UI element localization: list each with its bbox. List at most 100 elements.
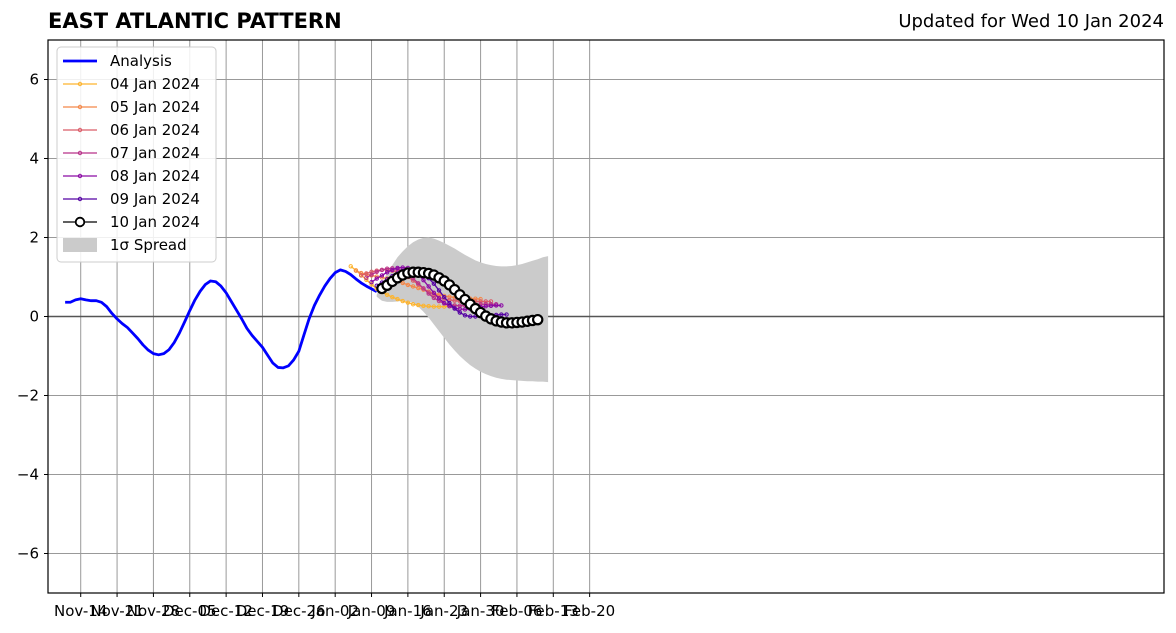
forecast-point bbox=[395, 265, 400, 271]
forecast-point bbox=[421, 286, 426, 291]
forecast-point bbox=[400, 280, 405, 286]
x-tick-label: Nov-14 bbox=[54, 602, 107, 620]
forecast-point bbox=[369, 269, 374, 275]
legend-label: 08 Jan 2024 bbox=[110, 167, 200, 185]
forecast-point bbox=[410, 284, 416, 289]
updated-date-label: Updated for Wed 10 Jan 2024 bbox=[898, 11, 1164, 32]
legend-label: 10 Jan 2024 bbox=[110, 213, 200, 231]
forecast-point bbox=[410, 302, 416, 307]
legend-item[interactable]: Analysis bbox=[63, 52, 172, 70]
forecast-point bbox=[400, 298, 405, 304]
legend-label: 07 Jan 2024 bbox=[110, 144, 200, 162]
forecast-point bbox=[416, 302, 421, 308]
x-tick-label: Dec-26 bbox=[272, 602, 326, 620]
forecast-point bbox=[369, 272, 374, 277]
legend-item[interactable]: 09 Jan 2024 bbox=[63, 190, 200, 208]
x-tick-label: Jan-09 bbox=[347, 602, 396, 620]
y-tick-label: 6 bbox=[29, 71, 39, 89]
forecast-point bbox=[395, 296, 400, 302]
forecast-point bbox=[483, 299, 488, 304]
forecast-point bbox=[468, 314, 473, 319]
forecast-point bbox=[374, 276, 379, 281]
forecast-point bbox=[478, 296, 483, 302]
plot-frame bbox=[47, 39, 1165, 594]
forecast-point bbox=[390, 294, 395, 300]
forecast-point bbox=[436, 296, 442, 301]
legend-item[interactable]: 07 Jan 2024 bbox=[63, 144, 200, 162]
x-tick-label: Jan-23 bbox=[419, 602, 468, 620]
forecast-point bbox=[447, 300, 452, 306]
forecast-point bbox=[462, 313, 468, 318]
forecast-point bbox=[358, 273, 364, 278]
y-tick-label: −2 bbox=[17, 387, 39, 405]
legend-item[interactable]: 08 Jan 2024 bbox=[63, 167, 200, 185]
forecast-point bbox=[488, 303, 494, 309]
forecast-point bbox=[431, 295, 437, 301]
legend-label: 06 Jan 2024 bbox=[110, 121, 200, 139]
forecast-point bbox=[436, 298, 442, 304]
legend-label: 04 Jan 2024 bbox=[110, 75, 200, 93]
legend-marker bbox=[77, 173, 83, 179]
forecast-point bbox=[348, 264, 353, 269]
forecast-point bbox=[364, 277, 369, 282]
forecast-point bbox=[353, 268, 359, 273]
forecast-point bbox=[532, 313, 544, 326]
chart-title: EAST ATLANTIC PATTERN bbox=[48, 9, 342, 33]
forecast-point bbox=[442, 300, 447, 306]
legend[interactable]: Analysis 04 Jan 2024 05 Jan 2024 06 Jan 202… bbox=[56, 46, 217, 263]
tick-labels: Nov-14Nov-21Nov-28Dec-05Dec-12Dec-19Dec-… bbox=[17, 71, 615, 621]
forecast-point bbox=[426, 291, 431, 296]
y-tick-label: 0 bbox=[29, 308, 39, 326]
y-tick-label: 4 bbox=[29, 150, 39, 168]
legend-label: 09 Jan 2024 bbox=[110, 190, 200, 208]
legend-item[interactable]: 1σ Spread bbox=[63, 236, 187, 254]
legend-item[interactable]: 10 Jan 2024 bbox=[63, 213, 200, 231]
legend-item[interactable]: 06 Jan 2024 bbox=[63, 121, 200, 139]
legend-label: 1σ Spread bbox=[110, 236, 187, 254]
forecast-point bbox=[374, 269, 379, 275]
forecast-point bbox=[390, 267, 395, 273]
x-tick-label: Dec-12 bbox=[199, 602, 253, 620]
forecast-point bbox=[421, 277, 426, 283]
x-tick-label: Feb-06 bbox=[491, 602, 542, 620]
forecast-point bbox=[504, 312, 509, 317]
legend-item[interactable]: 04 Jan 2024 bbox=[63, 75, 200, 93]
x-tick-label: Jan-16 bbox=[383, 602, 432, 620]
forecast-point bbox=[416, 281, 421, 286]
legend-label: Analysis bbox=[110, 52, 172, 70]
forecast-point bbox=[431, 281, 437, 286]
forecast-point bbox=[369, 279, 374, 285]
axes-frame bbox=[44, 39, 1165, 597]
legend-label: 05 Jan 2024 bbox=[110, 98, 200, 116]
forecast-point bbox=[493, 303, 499, 308]
y-tick-label: −6 bbox=[17, 545, 39, 563]
series-layer bbox=[65, 264, 544, 370]
x-tick-label: Nov-21 bbox=[90, 602, 143, 620]
y-tick-label: −4 bbox=[17, 466, 39, 484]
y-tick-label: 2 bbox=[29, 229, 39, 247]
forecast-point bbox=[431, 304, 437, 309]
forecast-point bbox=[499, 303, 504, 308]
forecast-series bbox=[376, 266, 544, 329]
forecast-point bbox=[364, 275, 369, 280]
legend-marker bbox=[74, 216, 86, 228]
forecast-point bbox=[384, 292, 390, 297]
forecast-point bbox=[379, 273, 385, 278]
forecast-point bbox=[442, 294, 447, 300]
forecast-point bbox=[364, 271, 369, 276]
x-tick-label: Dec-19 bbox=[236, 602, 290, 620]
legend-marker bbox=[77, 127, 83, 133]
legend-item[interactable]: 05 Jan 2024 bbox=[63, 98, 200, 116]
forecast-point bbox=[452, 298, 457, 303]
legend-box bbox=[56, 46, 217, 263]
x-tick-label: Jan-30 bbox=[456, 602, 505, 620]
forecast-point bbox=[462, 307, 468, 312]
grid-lines bbox=[48, 40, 1164, 593]
forecast-point bbox=[431, 290, 437, 295]
x-tick-label: Feb-13 bbox=[528, 602, 579, 620]
analysis-line bbox=[65, 268, 378, 370]
x-tick-label: Nov-28 bbox=[127, 602, 180, 620]
forecast-point bbox=[421, 303, 426, 309]
forecast-point bbox=[499, 312, 504, 317]
